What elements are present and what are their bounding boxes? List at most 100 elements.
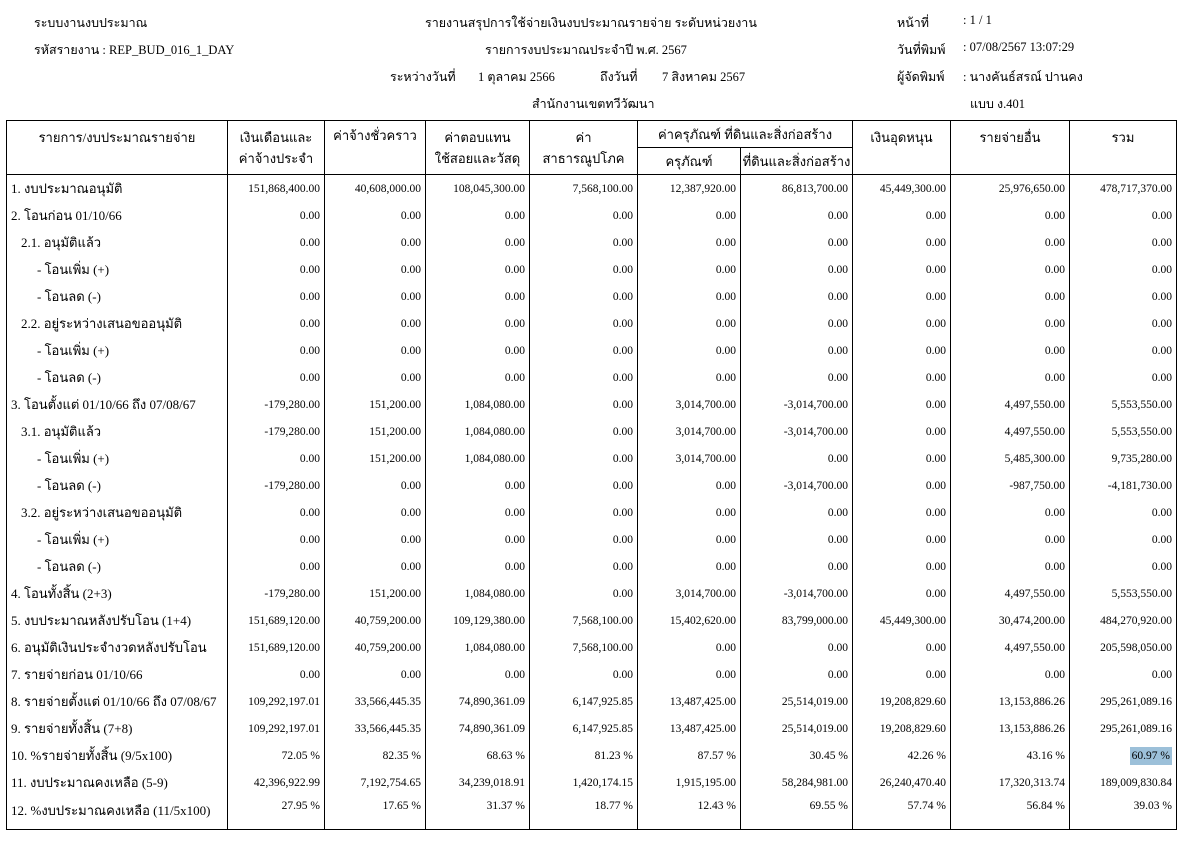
cell-value: 295,261,089.16 bbox=[1069, 715, 1178, 742]
cell-value: 4,497,550.00 bbox=[950, 391, 1071, 418]
cell-value: 60.97 % bbox=[1069, 742, 1178, 769]
cell-value: 0.00 bbox=[425, 256, 530, 283]
cell-value: 0.00 bbox=[637, 310, 741, 337]
cell-value: 58,284,981.00 bbox=[739, 769, 854, 796]
cell-value: 205,598,050.00 bbox=[1069, 634, 1178, 661]
cell-value: 0.00 bbox=[227, 256, 325, 283]
cell-value: 0.00 bbox=[637, 337, 741, 364]
cell-value: 0.00 bbox=[425, 337, 530, 364]
col-compensation-line1: ค่าตอบแทน bbox=[444, 129, 511, 145]
cell-value: 40,608,000.00 bbox=[324, 174, 426, 202]
cell-value: 0.00 bbox=[739, 499, 854, 526]
cell-value: 42.26 % bbox=[852, 742, 952, 769]
cell-value: 0.00 bbox=[637, 661, 741, 688]
cell-value: 0.00 bbox=[324, 283, 426, 310]
cell-value: 0.00 bbox=[852, 337, 952, 364]
cell-value: 0.00 bbox=[529, 310, 638, 337]
row-label: - โอนลด (-) bbox=[6, 553, 228, 580]
cell-value: 43.16 % bbox=[950, 742, 1071, 769]
cell-value: 1,084,080.00 bbox=[425, 418, 530, 445]
cell-value: 1,084,080.00 bbox=[425, 634, 530, 661]
cell-value: 4,497,550.00 bbox=[950, 634, 1071, 661]
cell-value: 0.00 bbox=[852, 364, 952, 391]
cell-value: 1,084,080.00 bbox=[425, 445, 530, 472]
cell-value: 0.00 bbox=[529, 661, 638, 688]
cell-value: 0.00 bbox=[529, 445, 638, 472]
cell-value: 4,497,550.00 bbox=[950, 580, 1071, 607]
page-label: หน้าที่ bbox=[897, 16, 930, 30]
cell-value: 13,153,886.26 bbox=[950, 715, 1071, 742]
cell-value: 81.23 % bbox=[529, 742, 638, 769]
cell-value: 15,402,620.00 bbox=[637, 607, 741, 634]
cell-value: 0.00 bbox=[950, 337, 1071, 364]
row-label: - โอนลด (-) bbox=[6, 364, 228, 391]
row-label: 3. โอนตั้งแต่ 01/10/66 ถึง 07/08/67 bbox=[6, 391, 228, 418]
cell-value: 25,514,019.00 bbox=[739, 715, 854, 742]
cell-value: 0.00 bbox=[227, 526, 325, 553]
cell-value: 0.00 bbox=[227, 229, 325, 256]
cell-value: 0.00 bbox=[852, 202, 952, 229]
cell-value: 0.00 bbox=[739, 283, 854, 310]
cell-value: 0.00 bbox=[324, 472, 426, 499]
cell-value: 40,759,200.00 bbox=[324, 634, 426, 661]
cell-value: 0.00 bbox=[1069, 364, 1178, 391]
cell-value: 0.00 bbox=[739, 634, 854, 661]
cell-value: -4,181,730.00 bbox=[1069, 472, 1178, 499]
cell-value: 4,497,550.00 bbox=[950, 418, 1071, 445]
cell-value: 7,568,100.00 bbox=[529, 634, 638, 661]
cell-value: 0.00 bbox=[529, 283, 638, 310]
cell-value: 7,568,100.00 bbox=[529, 607, 638, 634]
cell-value: 151,200.00 bbox=[324, 418, 426, 445]
cell-value: -3,014,700.00 bbox=[739, 580, 854, 607]
cell-value: -3,014,700.00 bbox=[739, 472, 854, 499]
cell-value: 0.00 bbox=[637, 526, 741, 553]
table-row: 3.2. อยู่ระหว่างเสนอขออนุมัติ 0.00 0.00 0.0… bbox=[6, 499, 1178, 526]
col-item: รายการ/งบประมาณรายจ่าย bbox=[6, 120, 228, 175]
cell-value: 0.00 bbox=[425, 229, 530, 256]
cell-value: 34,239,018.91 bbox=[425, 769, 530, 796]
row-label: 6. อนุมัติเงินประจำงวดหลังปรับโอน bbox=[6, 634, 228, 661]
period-from: 1 ตุลาคม 2566 bbox=[478, 70, 555, 84]
cell-value: 0.00 bbox=[852, 634, 952, 661]
cell-value: 9,735,280.00 bbox=[1069, 445, 1178, 472]
table-row: 3. โอนตั้งแต่ 01/10/66 ถึง 07/08/67 -179,… bbox=[6, 391, 1178, 418]
cell-value: 0.00 bbox=[425, 364, 530, 391]
cell-value: 0.00 bbox=[529, 472, 638, 499]
cell-value: 0.00 bbox=[227, 364, 325, 391]
cell-value: 0.00 bbox=[852, 661, 952, 688]
cell-value: 33,566,445.35 bbox=[324, 715, 426, 742]
table-row: 12. %งบประมาณคงเหลือ (11/5x100) 27.95 % 17… bbox=[6, 796, 1178, 830]
cell-value: 0.00 bbox=[852, 283, 952, 310]
cell-value: 484,270,920.00 bbox=[1069, 607, 1178, 634]
cell-value: 0.00 bbox=[852, 391, 952, 418]
cell-value: 74,890,361.09 bbox=[425, 688, 530, 715]
col-total: รวม bbox=[1069, 120, 1178, 175]
cell-value: 86,813,700.00 bbox=[739, 174, 854, 202]
cell-value: 478,717,370.00 bbox=[1069, 174, 1178, 202]
cell-value: 0.00 bbox=[529, 418, 638, 445]
cell-value: 0.00 bbox=[637, 553, 741, 580]
period-to: 7 สิงหาคม 2567 bbox=[662, 70, 746, 84]
cell-value: 82.35 % bbox=[324, 742, 426, 769]
cell-value: 0.00 bbox=[425, 310, 530, 337]
table-row: - โอนลด (-) 0.00 0.00 0.00 0.00 0.00 0.00 0.00 0… bbox=[6, 553, 1178, 580]
cell-value: 0.00 bbox=[324, 337, 426, 364]
cell-value: 0.00 bbox=[950, 256, 1071, 283]
cell-value: 0.00 bbox=[227, 310, 325, 337]
table-row: - โอนลด (-) -179,280.00 0.00 0.00 0.00 0.00 -3… bbox=[6, 472, 1178, 499]
table-row: - โอนเพิ่ม (+) 0.00 151,200.00 1,084,080.00… bbox=[6, 445, 1178, 472]
table-row: 9. รายจ่ายทั้งสิ้น (7+8) 109,292,197.01 33… bbox=[6, 715, 1178, 742]
cell-value: 26,240,470.40 bbox=[852, 769, 952, 796]
table-row: 11. งบประมาณคงเหลือ (5-9) 42,396,922.99 7,… bbox=[6, 769, 1178, 796]
cell-value: 0.00 bbox=[852, 310, 952, 337]
cell-value: 3,014,700.00 bbox=[637, 580, 741, 607]
row-label: 4. โอนทั้งสิ้น (2+3) bbox=[6, 580, 228, 607]
cell-value: 25,976,650.00 bbox=[950, 174, 1071, 202]
cell-value: -3,014,700.00 bbox=[739, 418, 854, 445]
cell-value: 74,890,361.09 bbox=[425, 715, 530, 742]
cell-value: 5,485,300.00 bbox=[950, 445, 1071, 472]
cell-value: 0.00 bbox=[529, 391, 638, 418]
col-utilities: ค่า สาธารณูปโภค bbox=[529, 120, 638, 175]
col-capital: ค่าครุภัณฑ์ ที่ดินและสิ่งก่อสร้าง bbox=[636, 120, 854, 148]
row-label: 2.2. อยู่ระหว่างเสนอขออนุมัติ bbox=[6, 310, 228, 337]
